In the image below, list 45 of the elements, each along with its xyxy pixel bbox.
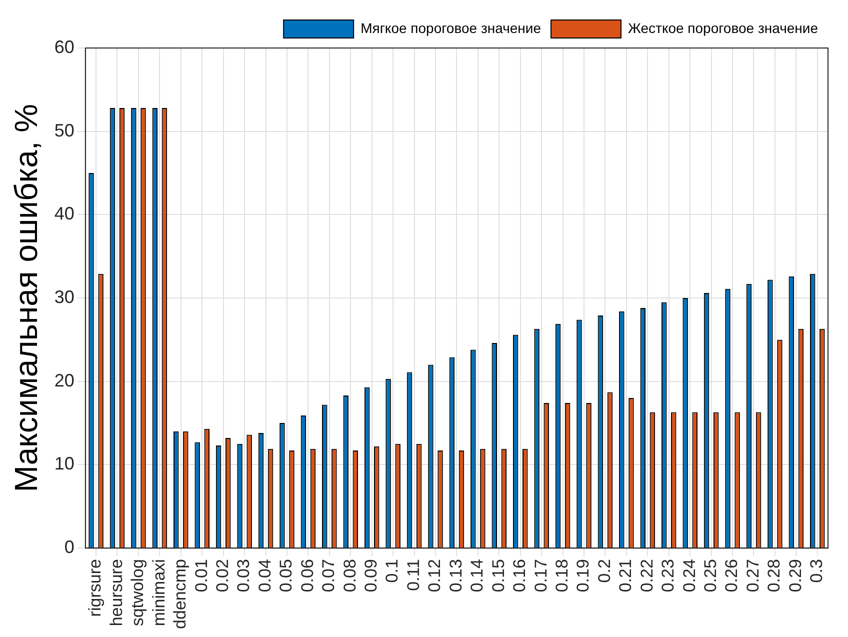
- legend-label: Мягкое пороговое значение: [360, 20, 542, 36]
- x-tick-label: 0.09: [362, 559, 381, 592]
- x-tick-label: 0.13: [446, 559, 466, 592]
- x-tick-label: 0.19: [574, 559, 593, 592]
- x-tick-label: 0.06: [298, 559, 317, 592]
- x-tick-label: 0.07: [319, 559, 338, 592]
- x-tick-label: 0.21: [616, 559, 636, 592]
- x-tick-label: 0.29: [786, 559, 805, 592]
- x-tick-label: rigrsure: [86, 559, 105, 617]
- y-tick-label: 30: [54, 287, 74, 307]
- x-tick-label: minimaxi: [149, 559, 168, 626]
- x-tick-label: 0.18: [552, 559, 572, 592]
- y-axis-title: Максимальная ошибка, %: [8, 104, 44, 492]
- x-tick-label: 0.14: [468, 559, 487, 592]
- y-tick-label: 40: [54, 204, 74, 224]
- x-tick-label: 0.25: [700, 559, 720, 592]
- x-tick-label: 0.05: [276, 559, 296, 592]
- x-tick-label: sqtwolog: [128, 559, 148, 626]
- y-tick-label: 60: [54, 36, 74, 57]
- x-tick-label: 0.2: [594, 559, 614, 583]
- y-tick-label: 10: [54, 454, 74, 474]
- x-tick-label: 0.12: [425, 559, 444, 592]
- x-tick-label: 0.1: [382, 559, 402, 583]
- x-tick-label: 0.15: [488, 559, 508, 592]
- x-tick-label: 0.26: [722, 559, 742, 592]
- x-tick-label: 0.08: [340, 559, 360, 592]
- x-tick-label: heursure: [106, 559, 126, 626]
- x-tick-label: 0.22: [637, 559, 656, 592]
- x-tick-label: 0.02: [213, 559, 232, 592]
- y-tick-label: 20: [54, 370, 74, 390]
- x-tick-label: 0.16: [510, 559, 530, 592]
- y-tick-label: 50: [54, 120, 74, 140]
- x-tick-label: 0.28: [764, 559, 784, 592]
- x-tick-label: ddencmp: [170, 559, 190, 630]
- x-tick-label: 0.24: [680, 559, 699, 592]
- x-tick-label: 0.11: [404, 559, 423, 591]
- x-tick-label: 0.03: [234, 559, 254, 592]
- x-tick-label: 0.04: [255, 559, 274, 592]
- x-tick-label: 0.23: [658, 559, 678, 592]
- x-tick-label: 0.01: [192, 559, 211, 592]
- x-tick-label: 0.17: [531, 559, 550, 592]
- x-tick-label: 0.3: [807, 559, 826, 583]
- legend-label: Жесткое пороговое значение: [628, 20, 818, 36]
- x-tick-label: 0.27: [743, 559, 762, 592]
- y-tick-label: 0: [64, 537, 74, 558]
